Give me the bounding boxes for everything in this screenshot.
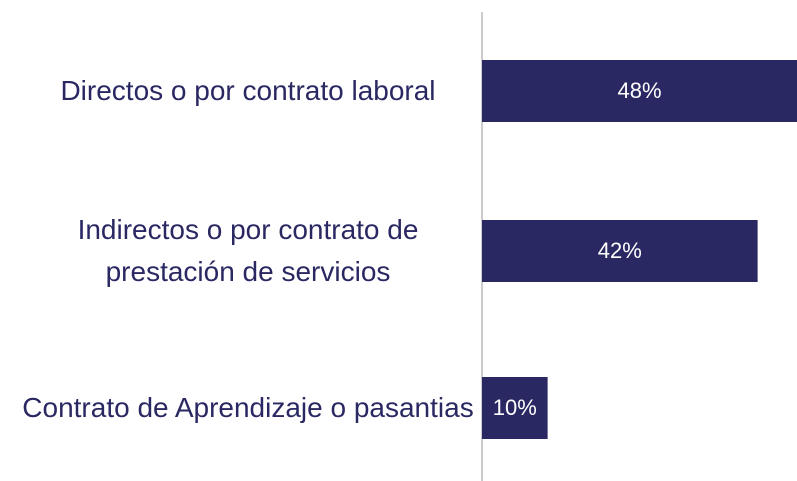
category-label: Contrato de Aprendizaje o pasantias <box>22 392 474 423</box>
value-label: 48% <box>617 78 661 103</box>
bar <box>482 60 797 122</box>
value-label: 10% <box>493 395 537 420</box>
value-label: 42% <box>598 238 642 263</box>
category-label: Directos o por contrato laboral <box>60 75 436 106</box>
category-label: Indirectos o por contrato de prestación … <box>77 214 419 287</box>
bar <box>482 220 758 282</box>
bar <box>482 377 548 439</box>
